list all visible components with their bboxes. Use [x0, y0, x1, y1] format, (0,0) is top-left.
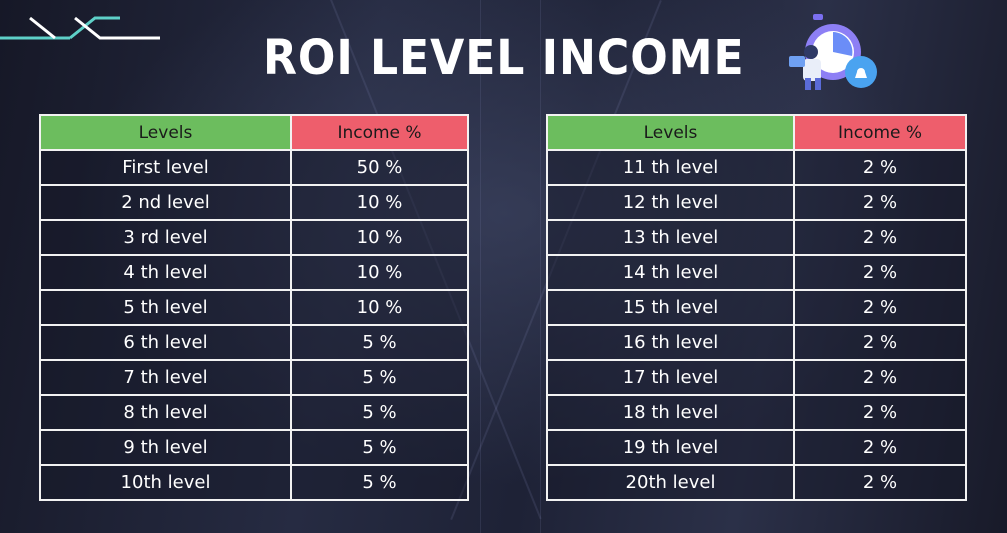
income-cell: 10 % — [290, 219, 469, 256]
income-cell: 5 % — [290, 324, 469, 361]
table-row: 20th level 2 % — [546, 464, 967, 501]
table-row: 19 th level 2 % — [546, 429, 967, 466]
table-header-row: Levels Income % — [546, 114, 967, 151]
table-row: 13 th level 2 % — [546, 219, 967, 256]
table-row: 18 th level 2 % — [546, 394, 967, 431]
table-row: 2 nd level 10 % — [39, 184, 469, 221]
table-row: 15 th level 2 % — [546, 289, 967, 326]
page-title: ROI LEVEL INCOME — [262, 30, 745, 86]
level-cell: 5 th level — [39, 289, 292, 326]
table-row: First level 50 % — [39, 149, 469, 186]
level-cell: First level — [39, 149, 292, 186]
table-header-row: Levels Income % — [39, 114, 469, 151]
table-row: 17 th level 2 % — [546, 359, 967, 396]
income-column-header: Income % — [793, 114, 967, 151]
income-cell: 5 % — [290, 359, 469, 396]
income-cell: 2 % — [793, 429, 967, 466]
income-cell: 2 % — [793, 149, 967, 186]
table-row: 9 th level 5 % — [39, 429, 469, 466]
income-cell: 2 % — [793, 219, 967, 256]
levels-column-header: Levels — [39, 114, 292, 151]
level-cell: 6 th level — [39, 324, 292, 361]
table-row: 5 th level 10 % — [39, 289, 469, 326]
income-column-header: Income % — [290, 114, 469, 151]
income-cell: 5 % — [290, 464, 469, 501]
table-row: 12 th level 2 % — [546, 184, 967, 221]
level-cell: 15 th level — [546, 289, 795, 326]
income-cell: 2 % — [793, 184, 967, 221]
level-income-table-right: Levels Income % 11 th level 2 % 12 th lev… — [546, 114, 967, 501]
level-cell: 20th level — [546, 464, 795, 501]
level-cell: 13 th level — [546, 219, 795, 256]
level-cell: 11 th level — [546, 149, 795, 186]
income-cell: 5 % — [290, 429, 469, 466]
level-cell: 10th level — [39, 464, 292, 501]
level-cell: 3 rd level — [39, 219, 292, 256]
stopwatch-person-illustration-icon — [789, 14, 877, 90]
table-row: 16 th level 2 % — [546, 324, 967, 361]
level-cell: 17 th level — [546, 359, 795, 396]
income-cell: 2 % — [793, 289, 967, 326]
income-cell: 5 % — [290, 394, 469, 431]
level-cell: 4 th level — [39, 254, 292, 291]
income-cell: 10 % — [290, 254, 469, 291]
level-cell: 7 th level — [39, 359, 292, 396]
table-row: 6 th level 5 % — [39, 324, 469, 361]
level-cell: 2 nd level — [39, 184, 292, 221]
level-cell: 9 th level — [39, 429, 292, 466]
table-row: 3 rd level 10 % — [39, 219, 469, 256]
level-cell: 19 th level — [546, 429, 795, 466]
income-cell: 2 % — [793, 394, 967, 431]
level-income-table-left: Levels Income % First level 50 % 2 nd lev… — [39, 114, 469, 501]
table-row: 8 th level 5 % — [39, 394, 469, 431]
table-row: 4 th level 10 % — [39, 254, 469, 291]
income-cell: 10 % — [290, 184, 469, 221]
level-cell: 16 th level — [546, 324, 795, 361]
levels-column-header: Levels — [546, 114, 795, 151]
income-cell: 2 % — [793, 464, 967, 501]
brand-logo-icon — [0, 16, 160, 40]
table-row: 7 th level 5 % — [39, 359, 469, 396]
level-cell: 8 th level — [39, 394, 292, 431]
level-cell: 12 th level — [546, 184, 795, 221]
income-cell: 2 % — [793, 324, 967, 361]
table-row: 14 th level 2 % — [546, 254, 967, 291]
level-cell: 18 th level — [546, 394, 795, 431]
income-cell: 2 % — [793, 359, 967, 396]
table-row: 10th level 5 % — [39, 464, 469, 501]
income-cell: 2 % — [793, 254, 967, 291]
level-cell: 14 th level — [546, 254, 795, 291]
table-row: 11 th level 2 % — [546, 149, 967, 186]
income-cell: 50 % — [290, 149, 469, 186]
income-cell: 10 % — [290, 289, 469, 326]
